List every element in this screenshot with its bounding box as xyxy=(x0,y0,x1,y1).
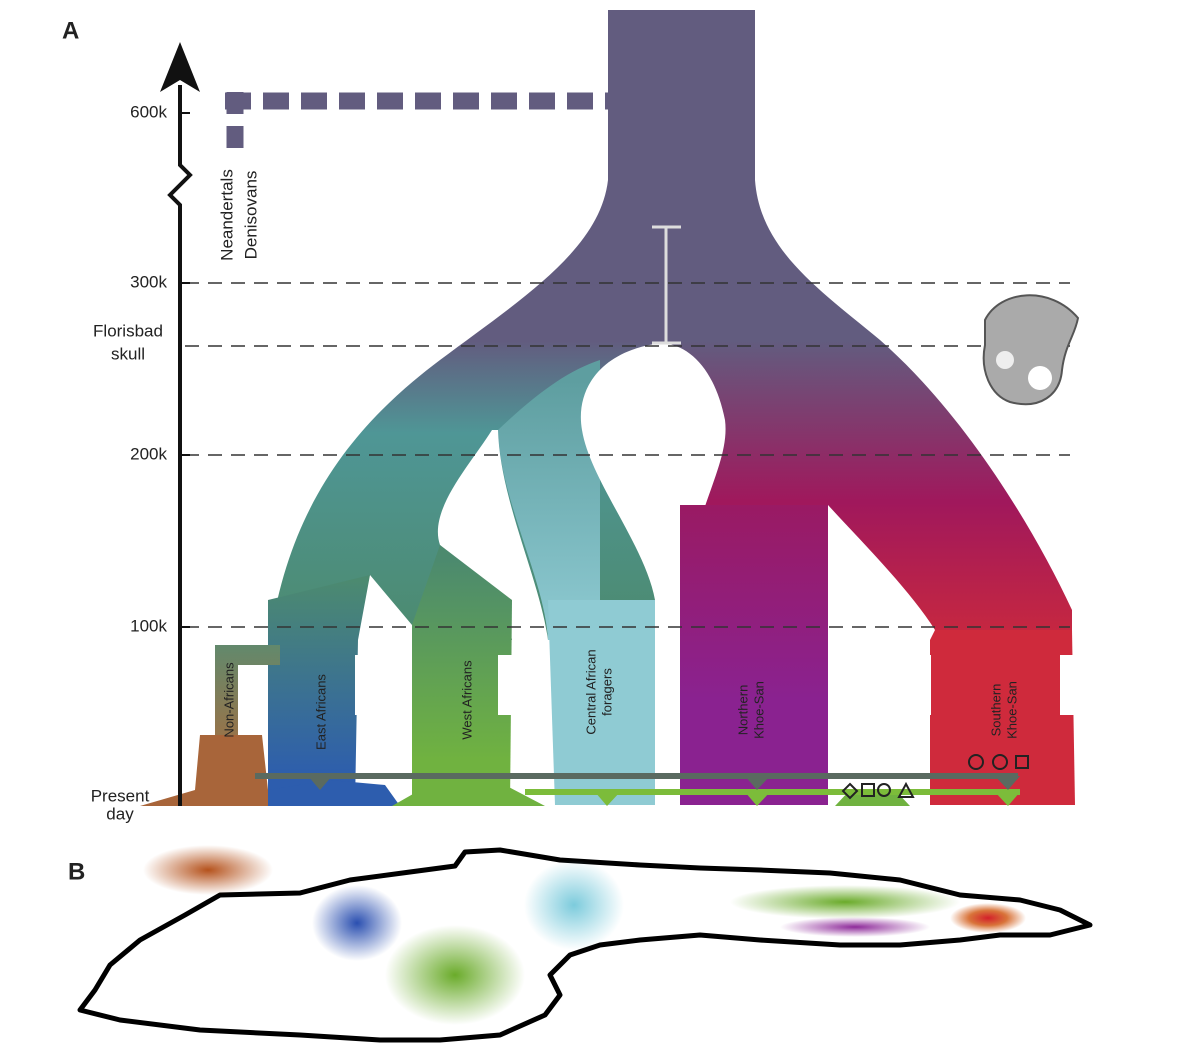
population-label: Central African xyxy=(583,649,598,734)
axis-label: Florisbad xyxy=(93,321,163,340)
population-label: foragers xyxy=(599,668,614,716)
archaic-label: Neandertals xyxy=(217,169,236,261)
axis-label: 200k xyxy=(130,444,167,463)
population-label: Khoe-San xyxy=(751,681,766,739)
archaic-label: Denisovans xyxy=(241,171,260,260)
axis-label: skull xyxy=(111,344,145,363)
axis-ticks xyxy=(180,112,190,628)
population-label: East Africans xyxy=(313,674,328,750)
population-labels: Non-Africans East Africans West Africans Ce… xyxy=(221,649,1019,750)
population-label: Northern xyxy=(735,685,750,736)
axis-label: 100k xyxy=(130,616,167,635)
population-label: Khoe-San xyxy=(1004,681,1019,739)
time-lines xyxy=(185,282,1070,628)
panel-label: A xyxy=(62,17,79,44)
population-label: West Africans xyxy=(459,660,474,740)
tree xyxy=(140,10,1076,806)
axis-label: day xyxy=(106,804,134,823)
population-label: Non-Africans xyxy=(221,662,236,738)
axis-label: 600k xyxy=(130,102,167,121)
skull xyxy=(982,294,1080,406)
map xyxy=(77,845,1093,1043)
time-axis xyxy=(167,85,193,806)
axis-label: 300k xyxy=(130,272,167,291)
population-label: Southern xyxy=(988,684,1003,737)
axis-label: Present xyxy=(91,786,150,805)
axis-arrow xyxy=(160,42,200,92)
panel-label: B xyxy=(68,858,85,885)
error-bar xyxy=(652,225,681,345)
